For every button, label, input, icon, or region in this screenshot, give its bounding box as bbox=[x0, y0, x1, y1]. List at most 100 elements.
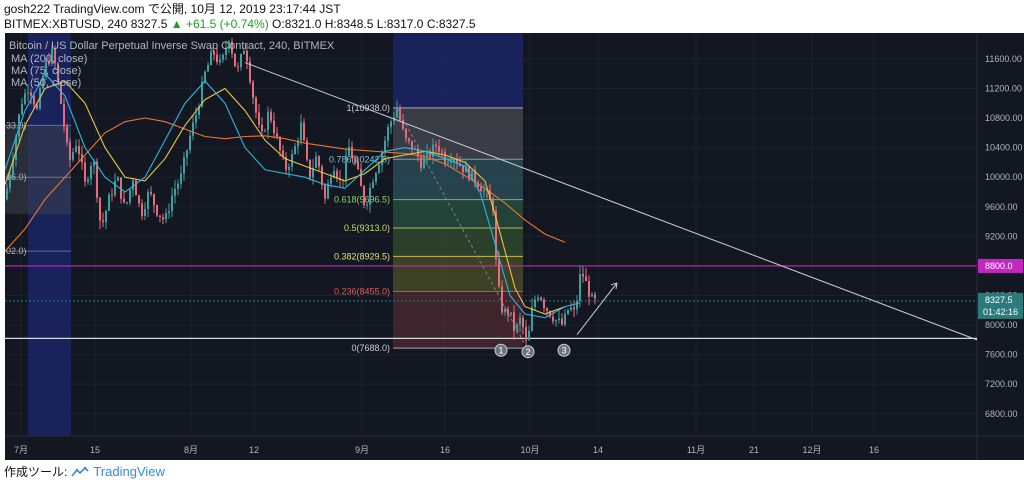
candle-body bbox=[570, 307, 572, 310]
candle-body bbox=[261, 124, 263, 132]
candle-body bbox=[345, 155, 347, 180]
candle-body bbox=[150, 191, 152, 195]
price-tick-label: 8000.00 bbox=[985, 320, 1018, 330]
price-chart[interactable]: 1(10938.0) 0.786(10242.5) 0.618(9696.5) 0.5… bbox=[4, 33, 1024, 460]
candle-body bbox=[324, 184, 326, 199]
time-tick-label: 12月 bbox=[802, 445, 821, 455]
price-change: ▲ +61.5 (+0.74%) bbox=[170, 17, 269, 31]
candle-body bbox=[207, 65, 209, 72]
candle-body bbox=[507, 309, 509, 314]
candle-body bbox=[318, 156, 320, 167]
candle-body bbox=[375, 173, 377, 183]
candle-body bbox=[267, 111, 269, 131]
fib-zone bbox=[393, 159, 523, 200]
candle-body bbox=[402, 120, 404, 129]
candle-body bbox=[105, 210, 107, 223]
countdown-label: 01:42:16 bbox=[983, 307, 1018, 317]
candle-body bbox=[177, 183, 179, 189]
candle-body bbox=[294, 146, 296, 154]
fib-level-label: 0(7688.0) bbox=[351, 343, 390, 353]
time-tick-label: 12 bbox=[249, 445, 259, 455]
candle-body bbox=[435, 144, 437, 147]
candle-body bbox=[210, 51, 212, 66]
candle-body bbox=[501, 286, 503, 313]
candle-body bbox=[300, 122, 302, 141]
candle-body bbox=[33, 95, 35, 105]
time-axis[interactable]: 7月 15 8月 12 9月 16 10月 14 11月 21 12月 16 bbox=[14, 445, 879, 455]
candle-body bbox=[282, 150, 284, 157]
candle-body bbox=[372, 182, 374, 188]
candle-body bbox=[480, 186, 482, 192]
symbol-ohlc: BITMEX:XBTUSD, 240 8327.5 ▲ +61.5 (+0.74… bbox=[4, 17, 476, 32]
candle-body bbox=[252, 82, 254, 98]
candle-body bbox=[159, 215, 161, 217]
wave-marker-2 bbox=[521, 345, 535, 359]
candle-body bbox=[576, 300, 578, 310]
fib-zone bbox=[393, 291, 523, 349]
candle-body bbox=[474, 170, 476, 183]
candle-body bbox=[519, 317, 521, 325]
candle-body bbox=[78, 146, 80, 155]
candle-body bbox=[588, 281, 590, 297]
candle-body bbox=[573, 307, 575, 310]
candle-body bbox=[12, 159, 14, 175]
footer-brand: TradingView bbox=[93, 464, 165, 479]
candle-body bbox=[483, 189, 485, 192]
wave-marker-label: 3 bbox=[561, 346, 566, 356]
left-fib-label: 02.0) bbox=[6, 246, 27, 256]
candle-body bbox=[579, 274, 581, 301]
wave-markers: 1 2 3 bbox=[494, 343, 571, 359]
chart-area[interactable]: 1(10938.0) 0.786(10242.5) 0.618(9696.5) 0.5… bbox=[4, 33, 1024, 460]
candle-body bbox=[147, 191, 149, 209]
left-fib-label: 16.0) bbox=[6, 172, 27, 182]
ohlc-values: O:8321.0 H:8348.5 L:8317.0 C:8327.5 bbox=[272, 17, 476, 31]
candle-body bbox=[327, 183, 329, 199]
time-tick-label: 15 bbox=[90, 445, 100, 455]
candle-body bbox=[255, 97, 257, 113]
candle-body bbox=[180, 173, 182, 184]
fib-zone bbox=[393, 107, 523, 160]
price-tick-label: 11200.00 bbox=[985, 83, 1022, 93]
arrow-head bbox=[610, 282, 618, 290]
candle-body bbox=[60, 82, 62, 104]
candle-body bbox=[297, 140, 299, 147]
candle-body bbox=[279, 136, 281, 151]
candle-body bbox=[504, 309, 506, 313]
wave-marker-label: 1 bbox=[498, 346, 503, 356]
candle-body bbox=[303, 122, 305, 141]
price-tick-label: 10400.00 bbox=[985, 143, 1023, 153]
price-axis[interactable]: 11600.00 11200.00 10800.00 10400.00 10000.00… bbox=[978, 54, 1023, 419]
candle-body bbox=[66, 126, 68, 143]
candle-body bbox=[141, 203, 143, 217]
candle-body bbox=[288, 166, 290, 170]
candle-body bbox=[258, 112, 260, 125]
time-tick-label: 9月 bbox=[355, 445, 369, 455]
price-tick-label: 9600.00 bbox=[985, 202, 1018, 212]
candle-body bbox=[447, 162, 449, 164]
fib-level-label: 0.5(9313.0) bbox=[344, 223, 390, 233]
candle-body bbox=[6, 188, 8, 200]
candle-body bbox=[174, 188, 176, 196]
candle-body bbox=[120, 177, 122, 199]
candle-body bbox=[306, 140, 308, 160]
legend-ma75: MA (75, close) bbox=[11, 65, 81, 77]
highlight-region-september bbox=[393, 33, 523, 108]
candle-body bbox=[396, 108, 398, 118]
candle-body bbox=[132, 180, 134, 190]
candle-body bbox=[420, 156, 422, 169]
candle-body bbox=[201, 81, 203, 107]
wave-marker-3 bbox=[557, 343, 571, 357]
candle-body bbox=[51, 48, 53, 64]
legend-ma50: MA (50, close) bbox=[11, 77, 81, 89]
candle-body bbox=[24, 93, 26, 105]
candle-body bbox=[54, 48, 56, 64]
candle-body bbox=[168, 211, 170, 214]
candle-body bbox=[462, 165, 464, 173]
fib-level-label: 1(10938.0) bbox=[346, 103, 390, 113]
candle-body bbox=[270, 111, 272, 121]
candle-body bbox=[531, 307, 533, 331]
chart-legend: Bitcoin / US Dollar Perpetual Inverse Sw… bbox=[9, 40, 335, 89]
candle-body bbox=[186, 150, 188, 158]
candle-body bbox=[492, 199, 494, 212]
candle-body bbox=[129, 189, 131, 203]
